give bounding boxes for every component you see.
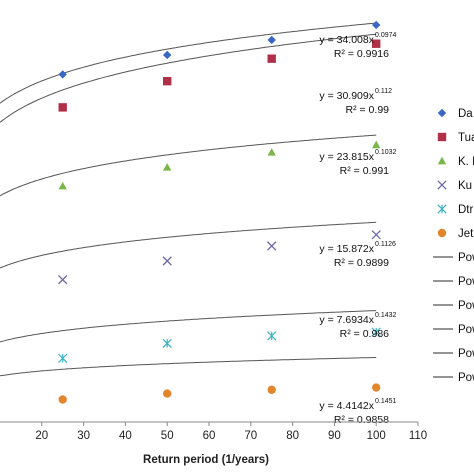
- trendline-exponent-3: 0.1032: [375, 149, 397, 156]
- trendline-exponent-6: 0.1451: [375, 398, 397, 405]
- x-tick-label: 110: [409, 430, 427, 442]
- legend-label-1: Da: [458, 108, 473, 120]
- data-point-6-3: [267, 385, 276, 394]
- trendline-r2-3: R² = 0.991: [340, 165, 389, 177]
- data-point-2-3: [267, 54, 276, 63]
- trendline-r2-4: R² = 0.9899: [334, 257, 389, 269]
- legend-trend-label-5: Pow: [458, 348, 474, 360]
- legend-marker-3: [437, 156, 447, 165]
- data-point-4-1: [58, 275, 68, 285]
- legend-marker-2: [437, 132, 447, 142]
- data-point-6-1: [58, 395, 67, 404]
- x-axis-label: Return period (1/years): [143, 454, 269, 466]
- trendline-4: [0, 221, 377, 269]
- legend-trend-label-2: Pow: [458, 276, 474, 288]
- trendline-3: [0, 134, 377, 197]
- data-point-3-4: [372, 140, 381, 149]
- data-point-2-2: [163, 76, 172, 86]
- legend-trend-label-3: Pow: [458, 300, 474, 312]
- x-tick-label: 80: [286, 430, 299, 442]
- trendline-equation-4: y = 15.872x: [319, 243, 374, 255]
- x-tick-label: 90: [328, 430, 341, 442]
- trendline-exponent-4: 0.1126: [375, 241, 396, 248]
- x-tick-label: 30: [77, 430, 90, 442]
- legend-label-5: Dtr: [458, 204, 474, 216]
- legend-marker-4: [437, 180, 447, 190]
- data-point-3-3: [267, 148, 276, 156]
- data-point-1-3: [267, 35, 276, 45]
- data-point-3-1: [58, 181, 67, 190]
- data-point-1-2: [163, 50, 172, 60]
- trendline-layer: [0, 22, 377, 377]
- trendline-r2-2: R² = 0.99: [346, 104, 390, 116]
- x-tick-label: 40: [119, 430, 132, 442]
- legend-label-4: Ku: [458, 180, 472, 192]
- trendline-equation-5: y = 7.6934x: [319, 314, 374, 326]
- legend-label-6: Jet: [458, 228, 474, 240]
- data-point-1-4: [372, 20, 381, 30]
- data-point-5-1: [58, 353, 68, 363]
- x-tick-label: 70: [244, 430, 257, 442]
- trendline-equation-1: y = 34.008x: [319, 34, 374, 46]
- data-point-4-2: [162, 256, 172, 266]
- legend-label-3: K. I: [458, 156, 474, 168]
- trendline-exponent-2: 0.112: [375, 88, 392, 95]
- legend-marker-5: [437, 204, 447, 214]
- legend-label-2: Tua: [458, 132, 474, 144]
- legend: Da Tua K. I Ku Dtr Jet Pow Pow Pow Pow Pow Pow: [433, 108, 474, 384]
- trendline-2: [0, 33, 377, 123]
- legend-marker-1: [437, 108, 447, 118]
- x-tick-label: 50: [161, 430, 174, 442]
- trendline-r2-1: R² = 0.9916: [334, 48, 389, 60]
- data-point-5-2: [162, 338, 172, 348]
- data-point-2-4: [372, 39, 381, 48]
- trendline-equation-2: y = 30.909x: [319, 90, 374, 102]
- marker-layer: [58, 20, 381, 404]
- data-point-4-3: [267, 241, 277, 251]
- trendline-r2-6: R² = 0.9858: [334, 414, 389, 426]
- trendline-equation-3: y = 23.815x: [319, 151, 374, 163]
- x-tick-label: 100: [367, 430, 386, 442]
- data-point-6-2: [163, 389, 172, 398]
- legend-marker-6: [437, 228, 447, 238]
- data-point-1-1: [58, 70, 67, 79]
- trendline-r2-5: R² = 0.986: [340, 328, 389, 340]
- legend-trend-label-6: Pow: [458, 372, 474, 384]
- trendline-exponent-1: 0.0974: [375, 32, 397, 39]
- x-axis: 20 30 40 50 60 70 80 90 100 110: [0, 421, 427, 442]
- x-tick-label: 60: [203, 430, 216, 442]
- trendline-5: [0, 310, 377, 343]
- data-point-5-3: [267, 331, 277, 341]
- trendline-equation-6: y = 4.4142x: [319, 400, 374, 412]
- data-point-2-1: [58, 103, 67, 112]
- data-point-5-4: [371, 327, 381, 337]
- data-point-3-2: [163, 163, 172, 171]
- legend-trend-label-1: Pow: [458, 252, 474, 264]
- trendline-6: [0, 357, 377, 377]
- trendline-exponent-5: 0.1432: [375, 312, 397, 319]
- legend-trend-label-4: Pow: [458, 324, 474, 336]
- data-point-6-4: [372, 383, 381, 392]
- x-tick-label: 20: [35, 430, 48, 442]
- data-point-4-4: [371, 230, 381, 240]
